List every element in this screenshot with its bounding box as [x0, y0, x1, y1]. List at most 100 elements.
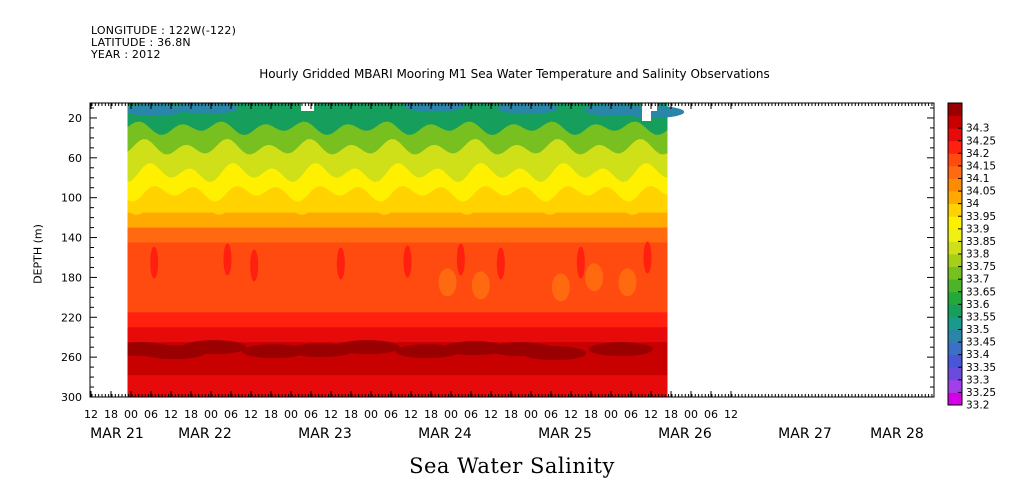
salinity-band	[127, 327, 668, 343]
salinity-patch	[585, 263, 604, 292]
colorbar-label: 34.3	[966, 123, 989, 135]
salinity-patch	[442, 341, 507, 356]
colorbar-label: 33.5	[966, 324, 989, 336]
colorbar-swatch	[948, 203, 962, 217]
y-axis: 20 60 100 140 180 220 260 300	[61, 107, 934, 404]
colorbar-label: 33.85	[966, 236, 996, 248]
salinity-patch	[456, 243, 465, 276]
salinity-patch	[250, 249, 259, 282]
salinity-patch	[624, 105, 685, 118]
x-tick-label: 00	[524, 408, 538, 421]
x-axis: 12 18 00 06 12 18 00 06 12 18 00 06 12 18 00 06 12 18 00 06…	[84, 103, 933, 442]
missing-data-region	[301, 103, 314, 111]
salinity-patch	[618, 268, 637, 297]
colorbar-label: 33.45	[966, 337, 996, 349]
x-date-label: MAR 27	[778, 426, 832, 442]
x-tick-label: 18	[184, 408, 198, 421]
colorbar-swatch	[948, 165, 962, 179]
colorbar-label: 33.65	[966, 286, 996, 298]
salinity-patch	[335, 340, 400, 355]
x-date-label: MAR 22	[178, 426, 232, 442]
colorbar-swatch	[948, 379, 962, 393]
colorbar-label: 33.35	[966, 362, 996, 374]
colorbar-label: 33.55	[966, 311, 996, 323]
y-tick-label: 300	[61, 391, 82, 404]
colorbar-swatch	[948, 329, 962, 343]
salinity-patch	[588, 342, 653, 357]
colorbar-swatch	[948, 254, 962, 267]
salinity-patch	[182, 340, 247, 355]
colorbar-label: 33.4	[966, 349, 990, 361]
x-tick-label: 12	[724, 408, 738, 421]
colorbar-swatch	[948, 228, 962, 242]
x-tick-label: 12	[84, 408, 98, 421]
colorbar-swatch	[948, 392, 962, 406]
x-tick-label: 12	[404, 408, 418, 421]
colorbar-swatch	[948, 216, 962, 230]
x-tick-label: 00	[444, 408, 458, 421]
colorbar-label: 33.7	[966, 274, 989, 286]
salinity-patch	[150, 246, 159, 279]
salinity-patch	[223, 243, 232, 276]
salinity-patch	[404, 103, 465, 112]
x-tick-label: 18	[104, 408, 118, 421]
colorbar-label: 34.1	[966, 173, 989, 185]
salinity-band	[127, 359, 668, 376]
chart-title: Hourly Gridded MBARI Mooring M1 Sea Wate…	[259, 67, 770, 81]
x-date-label: MAR 24	[418, 426, 472, 442]
salinity-patch	[242, 344, 307, 359]
x-tick-label: 12	[644, 408, 658, 421]
colorbar-swatch	[948, 316, 962, 330]
longitude-label: LONGITUDE : 122W(-122)	[91, 24, 237, 37]
colorbar-label: 33.25	[966, 387, 996, 399]
salinity-patch	[438, 268, 457, 297]
colorbar: 33.233.2533.333.3533.433.4533.533.5533.6…	[947, 102, 996, 412]
colorbar-swatch	[948, 266, 962, 280]
missing-data-region	[651, 103, 657, 111]
colorbar-label: 34.05	[966, 186, 996, 198]
x-tick-label: 12	[164, 408, 178, 421]
salinity-patch	[551, 273, 570, 302]
x-tick-label: 06	[544, 408, 558, 421]
y-tick-label: 260	[61, 351, 82, 364]
x-tick-label: 18	[504, 408, 518, 421]
missing-data-region	[90, 103, 128, 397]
x-tick-label: 06	[624, 408, 638, 421]
x-date-label: MAR 25	[538, 426, 592, 442]
x-tick-label: 00	[204, 408, 218, 421]
colorbar-swatch	[948, 304, 962, 318]
x-tick-label: 18	[264, 408, 278, 421]
colorbar-swatch	[948, 103, 962, 116]
x-date-label: MAR 28	[870, 426, 924, 442]
salinity-patch	[576, 246, 585, 279]
colorbar-swatch	[948, 115, 962, 129]
x-tick-label: 18	[344, 408, 358, 421]
year-label: YEAR : 2012	[91, 48, 161, 61]
x-tick-label: 00	[364, 408, 378, 421]
colorbar-swatch	[948, 354, 962, 368]
salinity-blotches	[108, 103, 685, 361]
x-tick-label: 12	[244, 408, 258, 421]
x-tick-label: 06	[464, 408, 478, 421]
salinity-patch	[336, 247, 345, 280]
missing-data-region	[642, 103, 651, 121]
salinity-band	[127, 375, 668, 397]
colorbar-swatch	[948, 342, 962, 356]
colorbar-label: 33.95	[966, 211, 996, 223]
salinity-patch	[403, 245, 412, 278]
salinity-patch	[497, 103, 558, 114]
x-date-label: MAR 26	[658, 426, 712, 442]
salinity-patch	[643, 241, 652, 274]
x-tick-label: 06	[384, 408, 398, 421]
colorbar-swatch	[948, 140, 962, 154]
colorbar-swatch	[948, 191, 962, 205]
y-tick-label: 220	[61, 311, 82, 324]
salinity-patch	[177, 103, 238, 114]
colorbar-label: 34.15	[966, 160, 996, 172]
y-tick-label: 180	[61, 271, 82, 284]
colorbar-swatch	[948, 367, 962, 381]
bottom-title: Sea Water Salinity	[409, 454, 615, 478]
salinity-band	[127, 227, 668, 244]
salinity-band	[127, 212, 668, 229]
x-tick-label: 00	[684, 408, 698, 421]
